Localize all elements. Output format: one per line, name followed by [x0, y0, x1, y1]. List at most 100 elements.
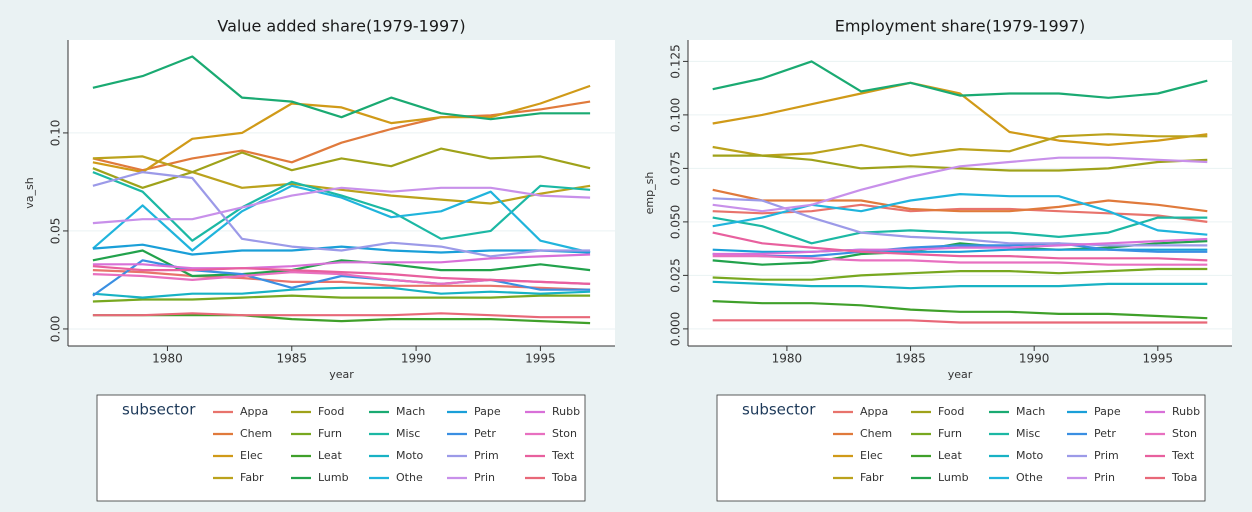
series-line	[712, 188, 1208, 213]
series-line	[92, 314, 591, 325]
legend-box	[716, 394, 1206, 502]
legend-label: Moto	[396, 449, 424, 462]
series-line	[92, 84, 591, 174]
y-tick-label: 0.05	[49, 218, 63, 245]
series-line	[712, 156, 1208, 213]
series-line	[92, 171, 591, 258]
series-line	[92, 147, 591, 189]
legend-label: Prim	[1094, 449, 1119, 462]
series-line	[92, 243, 591, 256]
legend-label: Ston	[552, 427, 577, 440]
legend-label: Appa	[860, 405, 888, 418]
legend-label: Fabr	[860, 471, 884, 484]
series-line	[92, 286, 591, 299]
legend-label: Prim	[474, 449, 499, 462]
y-tick-label: 0.050	[669, 205, 683, 239]
series-line	[92, 55, 591, 121]
legend-title: subsector	[742, 401, 816, 419]
x-tick-label: 1980	[772, 352, 803, 366]
legend-label: Prin	[1094, 471, 1115, 484]
y-tick-label: 0.000	[669, 312, 683, 346]
y-tick-label: 0.10	[49, 120, 63, 147]
legend-label: Pape	[1094, 405, 1121, 418]
y-tick-label: 0.025	[669, 258, 683, 292]
x-tick-label: 1995	[1143, 352, 1174, 366]
legend-label: Leat	[938, 449, 962, 462]
series-line	[92, 269, 591, 291]
x-tick-label: 1985	[276, 352, 307, 366]
x-axis-label: year	[948, 368, 973, 381]
y-tick-label: 0.075	[669, 151, 683, 185]
legend-label: Lumb	[318, 471, 349, 484]
x-tick-label: 1985	[895, 352, 926, 366]
legend-label: Toba	[551, 471, 577, 484]
legend-label: Petr	[474, 427, 496, 440]
legend-label: Mach	[1016, 405, 1045, 418]
series-line	[712, 154, 1208, 172]
legend-label: Text	[551, 449, 575, 462]
x-tick-label: 1990	[401, 352, 432, 366]
series-line	[712, 242, 1208, 258]
series-line	[92, 186, 591, 225]
series-line	[712, 231, 1208, 262]
x-tick-label: 1990	[1019, 352, 1050, 366]
legend-label: Lumb	[938, 471, 969, 484]
y-tick-label: 0.100	[669, 98, 683, 132]
legend-label: Othe	[396, 471, 423, 484]
legend-label: Moto	[1016, 449, 1044, 462]
y-axis-label: emp_sh	[643, 172, 656, 215]
series-line	[92, 253, 591, 270]
series-line	[92, 265, 591, 285]
series-line	[712, 319, 1208, 324]
legend-label: Mach	[396, 405, 425, 418]
legend-label: Misc	[1016, 427, 1040, 440]
series-line	[92, 312, 591, 319]
legend-label: Rubb	[1172, 405, 1200, 418]
series-line	[712, 193, 1208, 236]
legend-box	[96, 394, 586, 502]
legend-label: Leat	[318, 449, 342, 462]
legend-label: Ston	[1172, 427, 1197, 440]
series-line	[92, 171, 591, 242]
legend-label: Furn	[318, 427, 342, 440]
legend-label: Rubb	[552, 405, 580, 418]
plot-area	[688, 40, 1232, 346]
legend-title: subsector	[122, 401, 196, 419]
series-line	[712, 255, 1208, 266]
legend-label: Food	[318, 405, 344, 418]
legend-label: Othe	[1016, 471, 1043, 484]
legend-label: Food	[938, 405, 964, 418]
legend-label: Misc	[396, 427, 420, 440]
y-tick-label: 0.125	[669, 44, 683, 78]
legend-label: Pape	[474, 405, 501, 418]
series-line	[712, 267, 1208, 281]
series-line	[92, 155, 591, 205]
legend-label: Elec	[240, 449, 263, 462]
series-line	[712, 237, 1208, 256]
legend-label: Toba	[1171, 471, 1197, 484]
series-line	[92, 184, 591, 254]
chart-title: Employment share(1979-1997)	[835, 17, 1086, 36]
series-line	[712, 81, 1208, 146]
series-line	[712, 133, 1208, 157]
legend-label: Petr	[1094, 427, 1116, 440]
y-tick-label: 0.00	[49, 316, 63, 343]
series-line	[92, 294, 591, 303]
x-tick-label: 1995	[525, 352, 556, 366]
legend-label: Chem	[240, 427, 272, 440]
series-line	[712, 280, 1208, 290]
legend-label: Appa	[240, 405, 268, 418]
legend-label: Text	[1171, 449, 1195, 462]
legend-label: Prin	[474, 471, 495, 484]
legend-label: Fabr	[240, 471, 264, 484]
legend-label: Chem	[860, 427, 892, 440]
series-line	[712, 216, 1208, 245]
legend-label: Elec	[860, 449, 883, 462]
series-line	[712, 300, 1208, 320]
y-axis-label: va_sh	[23, 177, 36, 208]
series-line	[712, 197, 1208, 247]
x-tick-label: 1980	[152, 352, 183, 366]
chart-title: Value added share(1979-1997)	[217, 17, 465, 36]
legend-label: Furn	[938, 427, 962, 440]
